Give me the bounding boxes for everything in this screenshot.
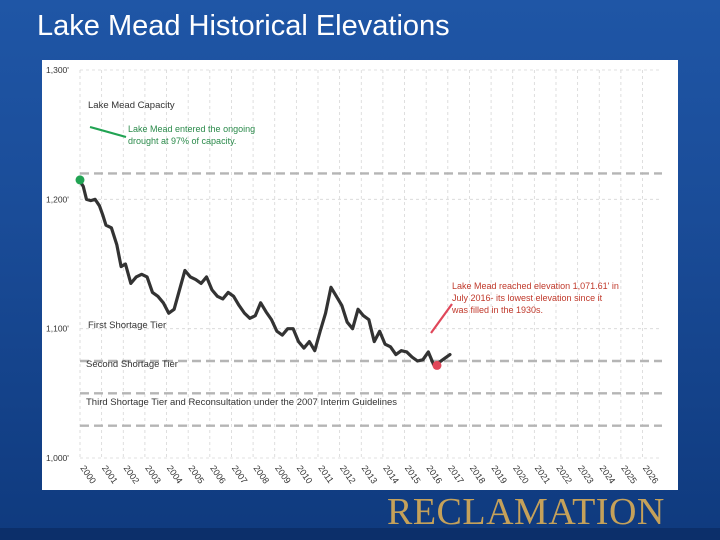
x-tick-label: 2016	[425, 463, 445, 485]
page-title: Lake Mead Historical Elevations	[37, 10, 450, 42]
x-tick-label: 2024	[598, 463, 618, 485]
x-tick-label: 2001	[100, 463, 120, 485]
x-tick-label: 2022	[554, 463, 574, 485]
callout-line-drought	[89, 125, 127, 139]
marker-record-low	[432, 360, 442, 370]
y-tick-label: 1,200'	[46, 194, 69, 204]
x-tick-label: 2020	[511, 463, 531, 485]
annotation-second-shortage: Second Shortage Tier	[86, 359, 178, 370]
x-tick-label: 2017	[446, 463, 466, 485]
y-tick-label: 1,100'	[46, 324, 69, 334]
marker-drought-start	[75, 175, 85, 185]
x-tick-label: 2012	[338, 463, 358, 485]
annotation-low-line3: was filled in the 1930s.	[451, 305, 543, 315]
annotation-drought-line1: Lake Mead entered the ongoing	[128, 124, 255, 134]
x-tick-label: 2002	[122, 463, 142, 485]
elevation-chart: 1,300'1,200'1,100'1,000' 2000 2001 2002 200…	[46, 65, 662, 486]
x-tick-label: 2026	[641, 463, 661, 485]
annotation-low-line2: July 2016- its lowest elevation since it	[452, 293, 603, 303]
x-tick-label: 2007	[230, 463, 250, 485]
x-tick-label: 2025	[619, 463, 639, 485]
x-tick-label: 2019	[489, 463, 509, 485]
x-tick-label: 2000	[78, 463, 98, 485]
x-tick-label: 2004	[165, 463, 185, 485]
y-tick-label: 1,300'	[46, 65, 69, 75]
y-tick-label: 1,000'	[46, 453, 69, 463]
x-tick-label: 2011	[316, 463, 335, 485]
x-tick-label: 2023	[576, 463, 596, 485]
x-tick-label: 2013	[360, 463, 380, 485]
x-tick-label: 2014	[381, 463, 401, 485]
chart-panel: 1,300' 1,200' 1,100' 1,000' 2000 2001 2002 200…	[42, 60, 678, 490]
reclamation-logo: RECLAMATION	[387, 491, 665, 533]
series-line-elevation	[78, 179, 452, 367]
annotation-first-shortage: First Shortage Tier	[88, 320, 166, 331]
footer-bar	[0, 528, 720, 540]
x-tick-label: 2010	[295, 463, 315, 485]
x-tick-label: 2005	[187, 463, 207, 485]
x-tick-label: 2015	[403, 463, 423, 485]
x-tick-label: 2009	[273, 463, 293, 485]
annotation-third-shortage: Third Shortage Tier and Reconsultation u…	[86, 397, 397, 408]
annotation-low-line1: Lake Mead reached elevation 1,071.61' in	[452, 281, 619, 291]
callout-line-low	[430, 303, 453, 334]
annotation-drought-line2: drought at 97% of capacity.	[128, 136, 236, 146]
x-tick-label: 2003	[143, 463, 163, 485]
x-tick-label: 2006	[208, 463, 228, 485]
x-tick-label: 2018	[468, 463, 488, 485]
x-tick-label: 2008	[251, 463, 271, 485]
annotation-capacity: Lake Mead Capacity	[88, 100, 175, 111]
x-tick-label: 2021	[533, 463, 553, 485]
